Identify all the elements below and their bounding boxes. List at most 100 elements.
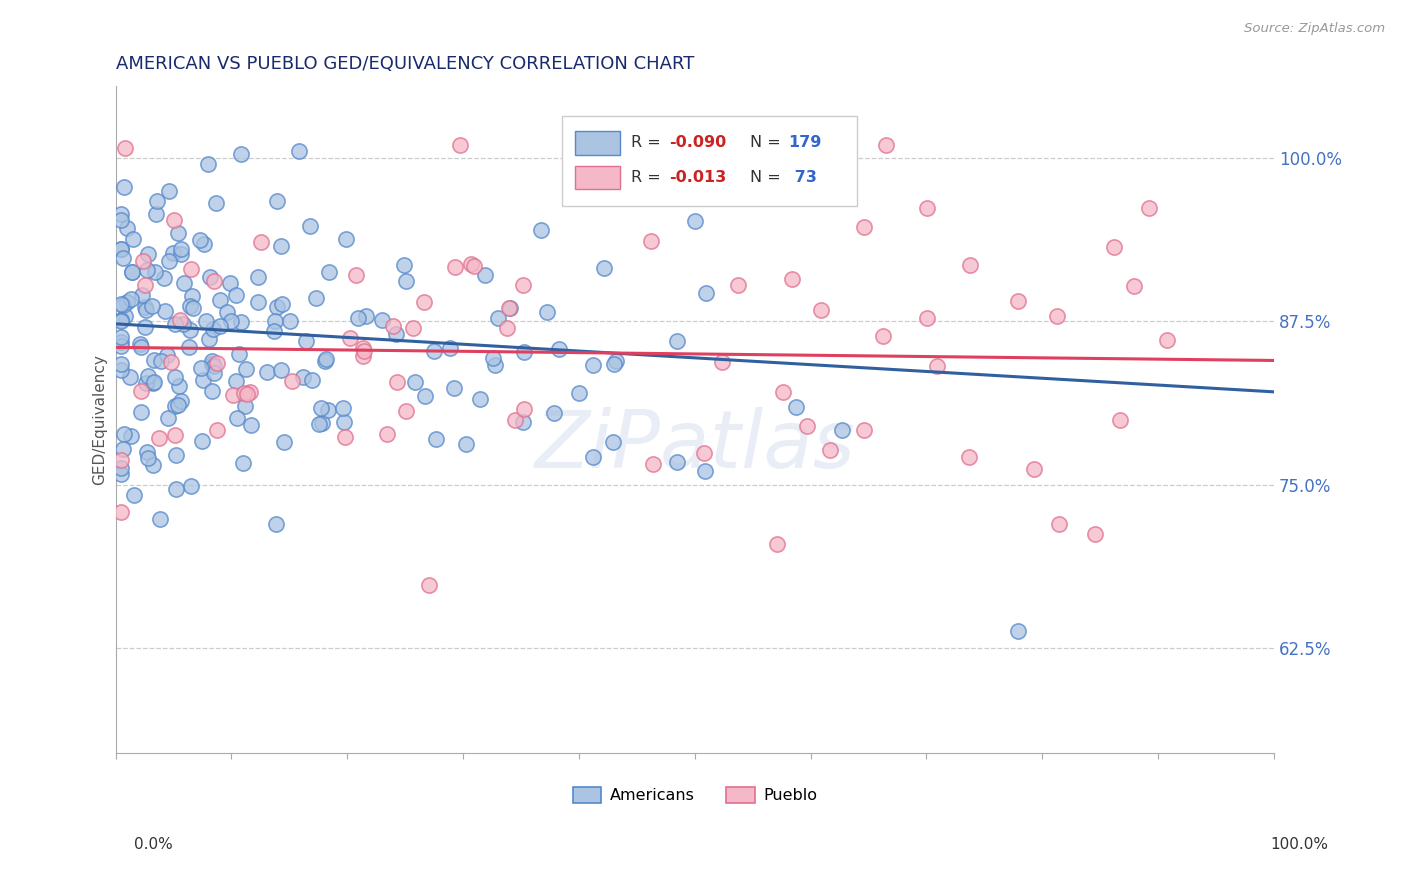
Point [872,329,894,343]
Point [710,355,733,369]
Point [188,233,211,247]
Point [134,300,156,314]
Point [339,331,361,345]
Point [198,332,221,346]
Point [198,269,221,284]
Point [959,259,981,273]
Text: -0.013: -0.013 [669,169,727,185]
Point [270,297,292,311]
Point [217,305,239,319]
Point [202,366,225,380]
Text: N =: N = [751,135,786,150]
Point [148,431,170,445]
Point [134,278,156,293]
Point [110,505,132,519]
Point [231,146,253,161]
Point [917,201,939,215]
Point [401,321,423,335]
Point [314,354,336,368]
Point [153,271,176,285]
Point [129,337,152,351]
Point [112,180,135,194]
Point [112,426,135,441]
Point [202,359,225,374]
Point [915,311,938,326]
Point [193,237,215,252]
Point [1139,201,1161,215]
Point [157,184,180,198]
Point [311,416,333,430]
Point [332,401,354,415]
Point [166,398,188,412]
Point [115,294,138,309]
Point [316,403,339,417]
Point [149,511,172,525]
Point [352,349,374,363]
Point [136,368,159,383]
Point [305,291,328,305]
Point [122,488,145,502]
Point [141,299,163,313]
Point [264,516,287,531]
Point [782,177,804,191]
Point [666,334,689,348]
Point [170,247,193,261]
Point [146,194,169,208]
Point [129,341,152,355]
Point [281,374,304,388]
Point [209,293,232,307]
Point [415,389,437,403]
Point [208,318,231,333]
Point [643,458,665,472]
Point [498,301,520,315]
Point [581,358,603,372]
FancyBboxPatch shape [575,131,620,154]
Text: Source: ZipAtlas.com: Source: ZipAtlas.com [1244,22,1385,36]
Point [205,195,228,210]
Point [235,362,257,376]
Point [418,578,440,592]
Point [512,402,534,417]
Point [318,265,340,279]
Point [167,379,190,393]
Point [118,370,141,384]
Text: N =: N = [751,169,786,185]
Point [468,392,491,406]
Point [474,268,496,282]
Point [333,415,356,429]
Point [135,302,157,317]
Point [295,334,318,349]
Point [110,339,132,353]
Point [143,353,166,368]
Point [157,254,180,268]
FancyBboxPatch shape [575,166,620,189]
Point [121,265,143,279]
Point [640,235,662,249]
Point [1102,240,1125,254]
Point [370,313,392,327]
Text: 100.0%: 100.0% [1271,837,1329,852]
Point [593,261,616,276]
Point [225,374,247,388]
Point [495,321,517,335]
Legend: Americans, Pueblo: Americans, Pueblo [568,782,821,808]
Point [249,235,271,250]
Point [301,373,323,387]
Point [543,406,565,420]
Point [335,232,357,246]
Point [692,446,714,460]
Point [384,327,406,342]
Point [256,365,278,379]
Point [273,435,295,450]
Point [353,343,375,358]
Point [263,313,285,327]
Point [181,289,204,303]
Point [853,423,876,437]
Point [117,220,139,235]
Text: AMERICAN VS PUEBLO GED/EQUIVALENCY CORRELATION CHART: AMERICAN VS PUEBLO GED/EQUIVALENCY CORRE… [115,55,695,73]
Point [135,376,157,390]
Point [460,257,482,271]
Point [121,232,143,246]
Point [136,263,159,277]
Point [820,443,842,458]
